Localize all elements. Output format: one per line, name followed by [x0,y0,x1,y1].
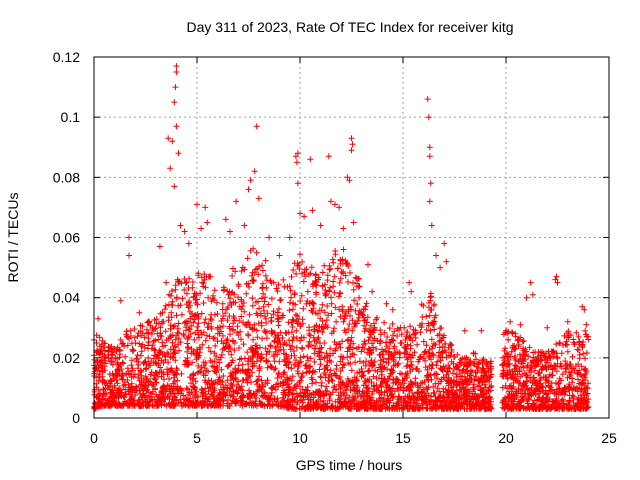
y-tick-label: 0.08 [53,169,80,185]
y-tick-label: 0.1 [61,109,81,125]
scatter-markers [91,63,592,412]
y-tick-label: 0.12 [53,49,80,65]
y-axis-ticks: 0 0.02 0.04 0.06 0.08 0.1 0.12 [53,49,609,426]
y-tick-label: 0.06 [53,230,80,246]
x-tick-label: 20 [498,430,514,446]
x-tick-label: 0 [90,430,98,446]
y-tick-label: 0.02 [53,350,80,366]
y-tick-label: 0.04 [53,290,80,306]
x-tick-label: 5 [193,430,201,446]
y-tick-label: 0 [72,410,80,426]
x-tick-label: 25 [601,430,617,446]
data-points [91,63,592,412]
chart-title: Day 311 of 2023, Rate Of TEC Index for r… [186,19,513,35]
x-tick-label: 10 [292,430,308,446]
x-tick-label: 15 [395,430,411,446]
y-axis-label: ROTI / TECUs [5,193,21,283]
x-axis-ticks: 0 5 10 15 20 25 [90,57,617,446]
x-axis-label: GPS time / hours [296,457,403,473]
